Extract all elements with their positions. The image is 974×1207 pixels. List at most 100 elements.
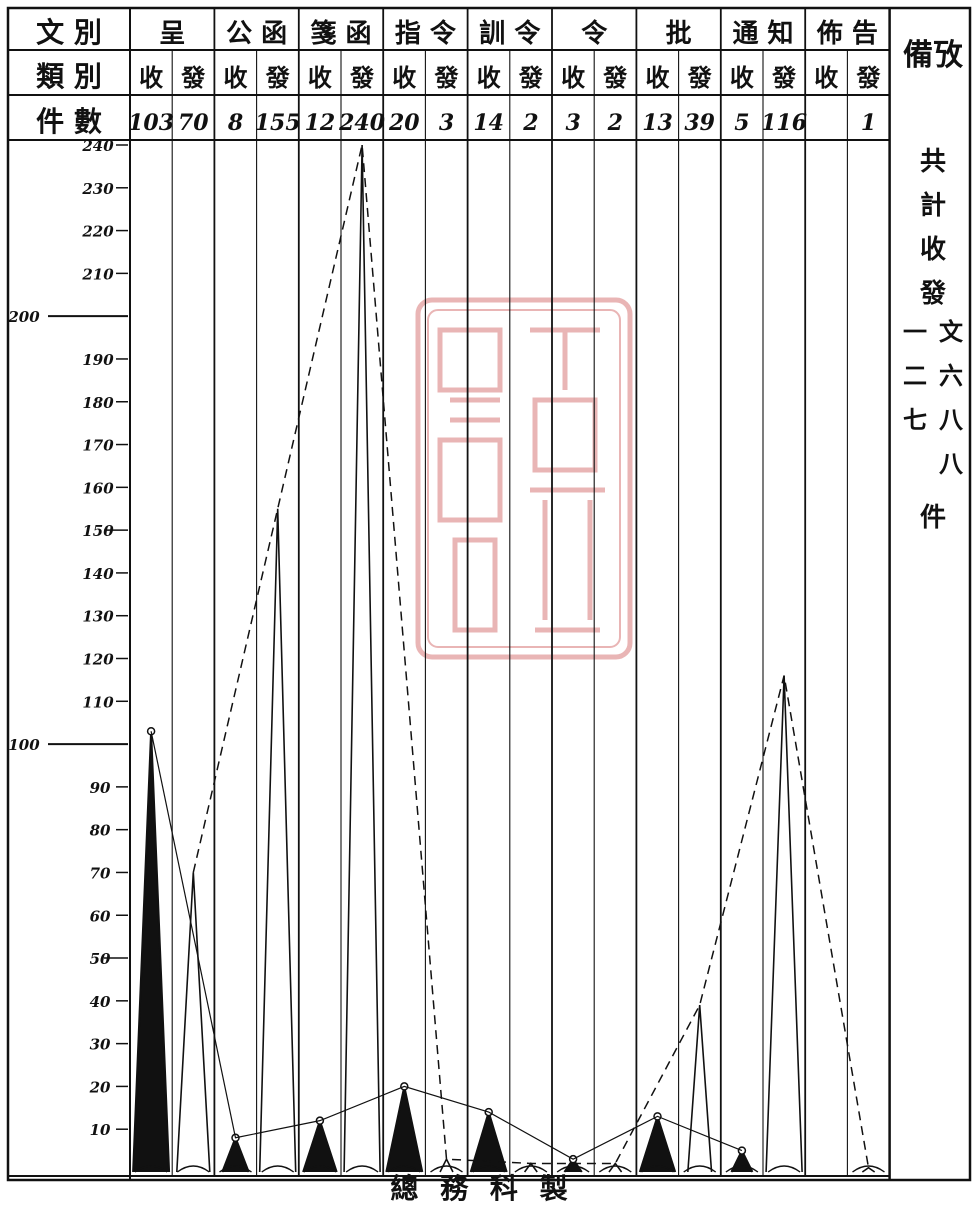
library-seal-stamp (415, 297, 633, 660)
base-arc (556, 1165, 590, 1173)
spike-mark (258, 508, 297, 1173)
y-tick-label: 100 (8, 736, 40, 754)
footer-maker: 總 務 科 製 (390, 1172, 573, 1205)
category-header: 箋 函 (310, 18, 371, 49)
spike-mark (176, 872, 211, 1173)
y-tick-label: 150 (82, 522, 114, 540)
spike-mark (343, 144, 381, 1173)
base-arc (472, 1165, 506, 1173)
y-tick-label: 190 (82, 351, 114, 369)
base-arc (387, 1165, 421, 1173)
kind-header: 收 (224, 63, 248, 92)
y-tick-label: 110 (82, 693, 114, 711)
kind-header: 收 (730, 63, 754, 92)
category-header: 批 (666, 19, 692, 49)
base-arc (261, 1165, 295, 1173)
y-axis: 10 20 30 40 50 60 70 80 90 100 110 120 130 140 150 160 1… (7, 137, 128, 1139)
count-label: 8 (227, 110, 243, 136)
category-header: 呈 (159, 19, 185, 49)
y-tick-label: 180 (82, 394, 114, 412)
y-tick-label: 60 (90, 907, 111, 925)
y-tick-label: 170 (82, 437, 114, 455)
spike-mark (523, 1162, 538, 1173)
remark-char: 計 (920, 190, 946, 221)
count-label: 12 (305, 110, 336, 136)
remark-char: 發 (919, 279, 947, 309)
y-tick-label: 210 (81, 265, 114, 283)
y-tick-label: 90 (90, 779, 111, 797)
send-trend-line (192, 144, 870, 1168)
y-tick-label: 40 (90, 993, 111, 1011)
row-label-count: 件 數 (36, 105, 102, 138)
kind-header: 發 (265, 63, 290, 92)
base-arc (303, 1165, 337, 1173)
y-tick-label: 220 (81, 223, 114, 241)
kind-header: 收 (308, 63, 332, 92)
y-tick-label: 50 (90, 950, 111, 968)
kind-header: 收 (139, 63, 163, 92)
y-tick-label: 240 (81, 137, 114, 155)
y-tick-label: 20 (89, 1078, 111, 1096)
y-tick-label: 230 (81, 180, 114, 198)
remark-char: 二 (903, 361, 927, 390)
base-arc (852, 1165, 885, 1173)
y-tick-label: 140 (82, 565, 114, 583)
spike-mark (439, 1157, 454, 1173)
remark-char: 收 (920, 235, 946, 265)
count-label: 103 (128, 110, 174, 136)
kind-header: 發 (602, 63, 627, 92)
trend-lines (150, 144, 870, 1168)
count-label: 3 (439, 110, 454, 136)
y-tick-label: 10 (90, 1121, 111, 1139)
count-label: 70 (178, 110, 209, 136)
y-tick-label: 130 (82, 608, 114, 626)
kind-header: 收 (646, 63, 670, 92)
remark-char: 七 (903, 405, 927, 434)
remark-char: 八 (939, 449, 964, 478)
spike-mark (608, 1162, 623, 1173)
spike-mark (385, 1086, 424, 1173)
base-arc (767, 1165, 801, 1173)
kind-header: 發 (434, 63, 459, 92)
count-label: 5 (734, 110, 749, 136)
receive-trend-line (150, 731, 743, 1160)
remark-char: 文 (939, 317, 964, 346)
remarks-header: 備攷 (903, 38, 964, 73)
category-header: 佈 告 (816, 18, 878, 49)
kind-header: 發 (180, 63, 205, 92)
spike-mark (302, 1117, 338, 1173)
kind-header: 發 (771, 63, 796, 92)
y-tick-label: 120 (82, 651, 114, 669)
spike-mark (469, 1108, 508, 1173)
remark-char: 八 (939, 405, 964, 434)
count-label: 1 (861, 110, 876, 136)
row-label-document-type: 文 別 (36, 16, 102, 49)
kind-header: 收 (561, 63, 585, 92)
remark-char: 件 (920, 503, 946, 533)
count-label: 2 (607, 110, 623, 136)
spike-mark (132, 731, 171, 1173)
remark-char: 共 (920, 147, 946, 177)
kind-header: 收 (392, 63, 416, 92)
remark-char: 一 (903, 317, 927, 346)
category-header: 令 (581, 18, 608, 49)
y-tick-label: 30 (90, 1036, 111, 1054)
spike-mark (638, 1113, 677, 1173)
count-label: 14 (473, 110, 504, 136)
table-grid (6, 6, 972, 1182)
count-label: 13 (642, 110, 673, 136)
y-tick-label: 160 (82, 479, 114, 497)
base-arc (430, 1165, 463, 1173)
category-header: 訓 令 (479, 18, 541, 49)
count-label: 39 (684, 110, 715, 136)
table-header: 文 別類 別件 數呈公 函箋 函指 令訓 令令批通 知佈 告收103發70收8發… (36, 16, 880, 138)
count-label: 3 (565, 110, 580, 136)
kind-header: 發 (518, 63, 543, 92)
kind-header: 收 (814, 63, 838, 92)
count-label: 116 (761, 110, 807, 136)
spike-mark (861, 1166, 876, 1173)
base-arc (725, 1165, 759, 1173)
base-arc (176, 1165, 210, 1173)
